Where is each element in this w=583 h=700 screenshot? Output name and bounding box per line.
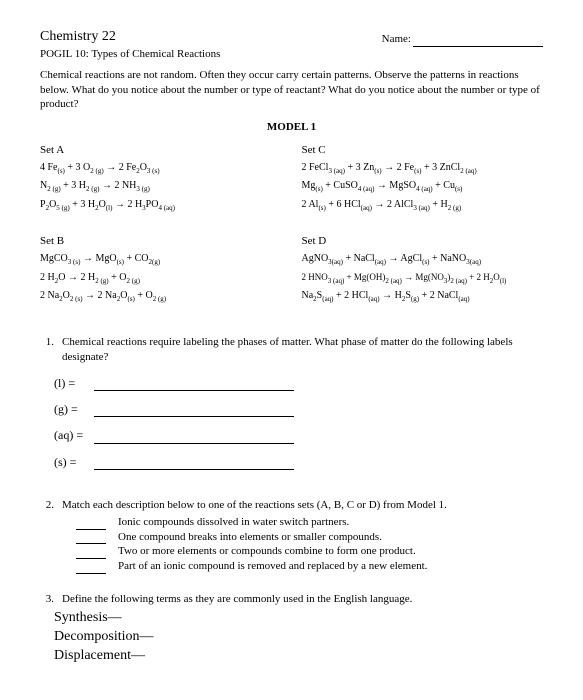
worksheet-page: Chemistry 22 Name: POGIL 10: Types of Ch… — [0, 0, 583, 686]
question-3: 3. Define the following terms as they ar… — [40, 592, 543, 666]
def-decomposition: Decomposition— — [54, 628, 543, 647]
name-input-line[interactable] — [413, 36, 543, 47]
match-blank-d[interactable] — [76, 563, 106, 574]
phase-label-s: (s) = — [54, 454, 94, 470]
match-row: One compound breaks into elements or sma… — [76, 530, 543, 545]
question-1: 1. Chemical reactions require labeling t… — [40, 335, 543, 469]
equation: AgNO3(aq) + NaCl(aq) → AgCl(s) + NaNO3(a… — [302, 252, 544, 267]
set-b-title: Set B — [40, 234, 282, 249]
match-text-b: One compound breaks into elements or sma… — [118, 530, 382, 545]
equation: MgCO3 (s) → MgO(s) + CO2(g) — [40, 252, 282, 267]
match-list: Ionic compounds dissolved in water switc… — [76, 515, 543, 574]
question-2: 2. Match each description below to one o… — [40, 498, 543, 574]
q1-number: 1. — [40, 335, 54, 365]
definition-list: Synthesis— Decomposition— Displacement— — [54, 609, 543, 666]
equation: 2 H2O → 2 H2 (g) + O2 (g) — [40, 271, 282, 286]
q3-number: 3. — [40, 592, 54, 607]
header-row: Chemistry 22 Name: — [40, 28, 543, 47]
equation: Mg(s) + CuSO4 (aq) → MgSO4 (aq) + Cu(s) — [302, 179, 544, 194]
q3-text: Define the following terms as they are c… — [62, 592, 543, 607]
phase-input-aq[interactable] — [94, 433, 294, 444]
phase-input-l[interactable] — [94, 380, 294, 391]
set-d-title: Set D — [302, 234, 544, 249]
phase-row-l: (l) = — [54, 375, 543, 391]
phase-list: (l) = (g) = (aq) = (s) = — [54, 375, 543, 470]
equation: 2 FeCl3 (aq) + 3 Zn(s) → 2 Fe(s) + 3 ZnC… — [302, 161, 544, 176]
match-text-d: Part of an ionic compound is removed and… — [118, 559, 427, 574]
set-b: Set B MgCO3 (s) → MgO(s) + CO2(g) 2 H2O … — [40, 230, 282, 307]
equation: N2 (g) + 3 H2 (g) → 2 NH3 (g) — [40, 179, 282, 194]
match-blank-a[interactable] — [76, 519, 106, 530]
equation: Na2S(aq) + 2 HCl(aq) → H2S(g) + 2 NaCl(a… — [302, 289, 544, 304]
sets-row-1: Set A 4 Fe(s) + 3 O2 (g) → 2 Fe2O3 (s) N… — [40, 139, 543, 216]
set-a-title: Set A — [40, 143, 282, 158]
phase-row-g: (g) = — [54, 401, 543, 417]
set-c: Set C 2 FeCl3 (aq) + 3 Zn(s) → 2 Fe(s) +… — [302, 139, 544, 216]
set-a: Set A 4 Fe(s) + 3 O2 (g) → 2 Fe2O3 (s) N… — [40, 139, 282, 216]
sets-row-2: Set B MgCO3 (s) → MgO(s) + CO2(g) 2 H2O … — [40, 230, 543, 307]
name-label: Name: — [382, 32, 411, 47]
phase-input-g[interactable] — [94, 406, 294, 417]
equation: 2 Al(s) + 6 HCl(aq) → 2 AlCl3 (aq) + H2 … — [302, 198, 544, 213]
equation: P2O5 (g) + 3 H2O(l) → 2 H3PO4 (aq) — [40, 198, 282, 213]
q2-number: 2. — [40, 498, 54, 513]
match-row: Part of an ionic compound is removed and… — [76, 559, 543, 574]
q1-text: Chemical reactions require labeling the … — [62, 335, 543, 365]
phase-input-s[interactable] — [94, 459, 294, 470]
match-text-c: Two or more elements or compounds combin… — [118, 544, 416, 559]
equation: 2 HNO3 (aq) + Mg(OH)2 (aq) → Mg(NO3)2 (a… — [302, 271, 544, 286]
q2-text: Match each description below to one of t… — [62, 498, 543, 513]
phase-row-aq: (aq) = — [54, 427, 543, 443]
match-text-a: Ionic compounds dissolved in water switc… — [118, 515, 349, 530]
def-synthesis: Synthesis— — [54, 609, 543, 628]
equation: 4 Fe(s) + 3 O2 (g) → 2 Fe2O3 (s) — [40, 161, 282, 176]
phase-label-l: (l) = — [54, 375, 94, 391]
set-c-title: Set C — [302, 143, 544, 158]
intro-paragraph: Chemical reactions are not random. Often… — [40, 68, 543, 113]
phase-label-aq: (aq) = — [54, 427, 94, 443]
match-row: Two or more elements or compounds combin… — [76, 544, 543, 559]
phase-label-g: (g) = — [54, 401, 94, 417]
match-blank-b[interactable] — [76, 533, 106, 544]
equation: 2 Na2O2 (s) → 2 Na2O(s) + O2 (g) — [40, 289, 282, 304]
model-header: MODEL 1 — [40, 120, 543, 135]
name-field: Name: — [382, 32, 543, 47]
set-d: Set D AgNO3(aq) + NaCl(aq) → AgCl(s) + N… — [302, 230, 544, 307]
phase-row-s: (s) = — [54, 454, 543, 470]
def-displacement: Displacement— — [54, 647, 543, 666]
course-title: Chemistry 22 — [40, 28, 116, 47]
match-row: Ionic compounds dissolved in water switc… — [76, 515, 543, 530]
match-blank-c[interactable] — [76, 548, 106, 559]
worksheet-subtitle: POGIL 10: Types of Chemical Reactions — [40, 47, 543, 62]
